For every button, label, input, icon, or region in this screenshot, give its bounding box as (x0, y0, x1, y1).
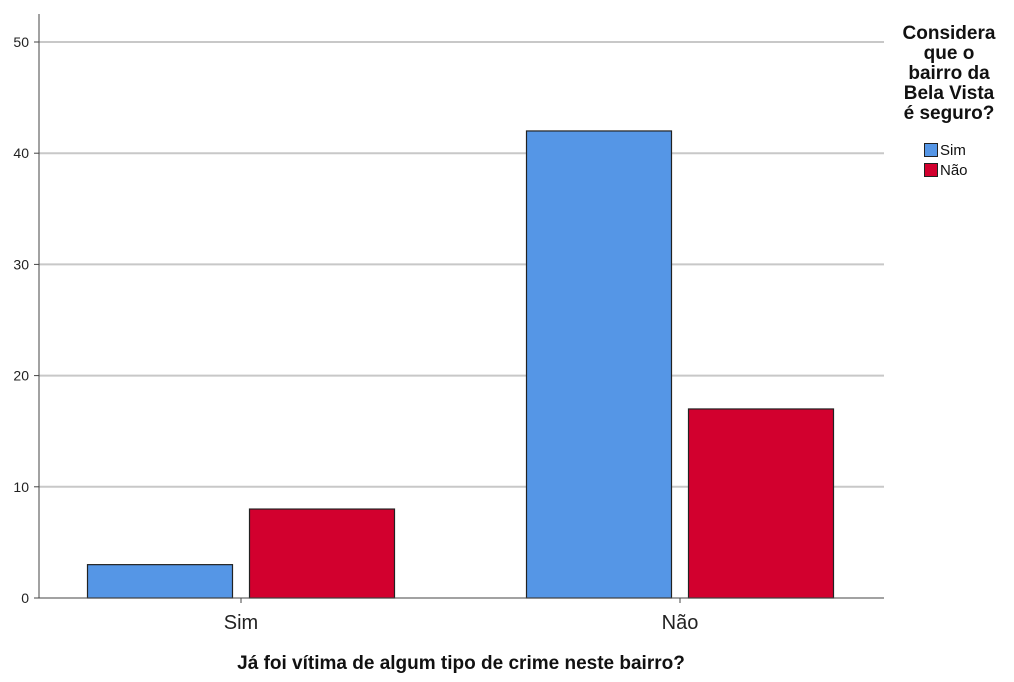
y-tick-label: 10 (13, 479, 29, 495)
y-tick-label: 40 (13, 145, 29, 161)
legend-item: Sim (924, 140, 1010, 160)
x-category-label: Sim (224, 612, 258, 634)
legend-swatch (924, 143, 938, 157)
legend-title: Considera que o bairro da Bela Vista é s… (902, 23, 996, 124)
legend-label: Não (940, 161, 968, 179)
axes (38, 14, 884, 603)
legend-swatch (924, 163, 938, 177)
x-category-labels: Sim Não (224, 612, 699, 634)
bar-sim-1 (525, 130, 673, 599)
bar-sim-0 (86, 564, 234, 599)
y-tick-label: 50 (13, 34, 29, 50)
y-tick-label: 0 (21, 590, 29, 606)
legend: Considera que o bairro da Bela Vista é s… (888, 24, 1010, 180)
y-tick-label: 30 (13, 256, 29, 272)
legend-item: Não (924, 160, 1010, 180)
bar-no-1 (687, 408, 835, 599)
bar-no-0 (248, 508, 396, 599)
y-tick-label: 20 (13, 368, 29, 384)
x-category-label: Não (662, 612, 699, 634)
bars (86, 130, 835, 599)
x-axis-label: Já foi vítima de algum tipo de crime nes… (237, 653, 685, 674)
y-tick-labels: 0 10 20 30 40 50 (13, 34, 29, 606)
legend-items: Sim Não (888, 140, 1010, 180)
legend-label: Sim (940, 141, 966, 159)
